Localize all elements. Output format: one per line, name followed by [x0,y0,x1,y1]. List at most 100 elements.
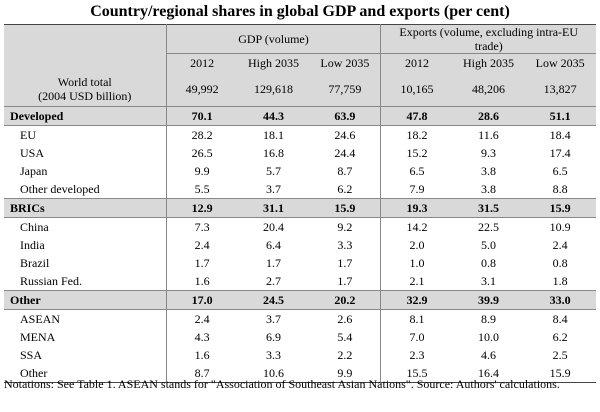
cell: 2.3 [409,348,425,362]
cell: 31.1 [237,198,310,218]
cell: 77,759 [309,72,382,107]
cell: 8.7 [309,162,382,180]
cell: 7.9 [409,182,425,196]
cell: 15.9 [549,366,571,380]
header-row: 2012 High 2035 Low 2035 2012 High 2035 Low 20… [4,53,596,72]
table-title: Country/regional shares in global GDP an… [90,3,510,20]
row-label: Japan [4,162,167,180]
cell: 20.4 [262,220,284,234]
cell: 11.6 [478,128,499,142]
cell: 10,165 [380,72,453,107]
row-label: Brazil [4,254,167,272]
cell: 6.5 [409,164,425,178]
cell: 17.0 [166,290,238,310]
cell: 49,992 [166,72,238,107]
cell: 26.5 [191,146,213,160]
cell: 13,827 [524,72,596,107]
cell: 1.7 [309,272,382,291]
data-table: GDP (volume) Exports (volume, excluding i… [4,24,596,383]
cell: 1.8 [552,274,568,288]
cell: 15.2 [406,146,428,160]
cell: 10.0 [477,330,499,344]
cell: 8.7 [194,366,210,380]
cell: 6.4 [265,238,281,252]
cell: 8.4 [552,312,568,326]
cell: 6.2 [552,330,568,344]
cell: 22.5 [477,220,499,234]
cell: 14.2 [406,220,428,234]
data-row: ASEAN 2.4 3.7 2.6 8.1 8.9 8.4 [4,309,596,328]
cell: 2.4 [194,238,210,252]
group-header: GDP (volume) [166,24,382,54]
world-total-row: World total (2004 USD billion) 49,992 129,6… [4,72,596,107]
cell: 44.3 [237,106,310,126]
row-label: Other [4,364,167,383]
cell: 7.3 [194,220,210,234]
cell: 4.6 [480,348,496,362]
cell: 5.5 [194,182,210,196]
column-header: 2012 [166,53,238,72]
cell: 47.8 [380,106,453,126]
row-label: World total (2004 USD billion) [4,72,167,107]
section-row: BRICs 12.9 31.1 15.9 19.3 31.5 15.9 [4,198,596,218]
cell: 3.3 [265,348,281,362]
cell: 10.6 [262,366,284,380]
cell: 2.2 [309,346,382,364]
cell: 5.7 [265,164,281,178]
group-header: Exports (volume, excluding intra-EU trad… [380,24,596,54]
cell: 32.9 [380,290,453,310]
cell: 48,206 [452,72,525,107]
cell: 1.7 [265,256,281,270]
column-header: High 2035 [452,53,525,72]
header-cell [4,24,167,54]
row-label-unit: (2004 USD billion) [38,89,132,103]
cell: 2.1 [409,274,425,288]
row-label-text: World total [57,75,112,89]
row-label: Developed [4,106,167,126]
data-row: SSA 1.6 3.3 2.2 2.3 4.6 2.5 [4,346,596,364]
cell: 3.7 [265,312,281,326]
cell: 6.5 [552,164,568,178]
row-label: Other developed [4,180,167,199]
cell: 19.3 [380,198,453,218]
column-header: High 2035 [237,53,310,72]
row-label: China [4,217,167,236]
cell: 2.4 [552,238,568,252]
data-row: EU 28.2 18.1 24.6 18.2 11.6 18.4 [4,125,596,144]
section-row: Developed 70.1 44.3 63.9 47.8 28.6 51.1 [4,106,596,126]
footnote: Notations: See Table 1. ASEAN stands for… [4,377,560,391]
cell: 5.0 [480,238,496,252]
cell: 1.7 [309,254,382,272]
cell: 2.5 [552,348,568,362]
cell: 8.1 [409,312,425,326]
cell: 1.6 [194,274,210,288]
cell: 70.1 [166,106,238,126]
header-cell [4,53,167,72]
cell: 9.9 [194,164,210,178]
cell: 1.6 [194,348,210,362]
cell: 6.9 [265,330,281,344]
cell: 7.0 [409,330,425,344]
cell: 16.8 [262,146,284,160]
data-row: Other developed 5.5 3.7 6.2 7.9 3.8 8.8 [4,180,596,199]
cell: 20.2 [309,290,382,310]
cell: 2.6 [309,309,382,328]
data-row: Brazil 1.7 1.7 1.7 1.0 0.8 0.8 [4,254,596,272]
cell: 28.6 [452,106,525,126]
cell: 33.0 [524,290,596,310]
cell: 16.4 [477,366,499,380]
data-row: USA 26.5 16.8 24.4 15.2 9.3 17.4 [4,144,596,162]
cell: 63.9 [309,106,382,126]
section-row: Other 17.0 24.5 20.2 32.9 39.9 33.0 [4,290,596,310]
row-label: India [4,236,167,254]
cell: 15.9 [524,198,596,218]
cell: 3.8 [480,182,496,196]
cell: 31.5 [452,198,525,218]
row-label: ASEAN [4,309,167,328]
row-label: SSA [4,346,167,364]
column-header: 2012 [380,53,453,72]
cell: 3.8 [480,164,496,178]
cell: 18.1 [262,128,284,142]
cell: 39.9 [452,290,525,310]
